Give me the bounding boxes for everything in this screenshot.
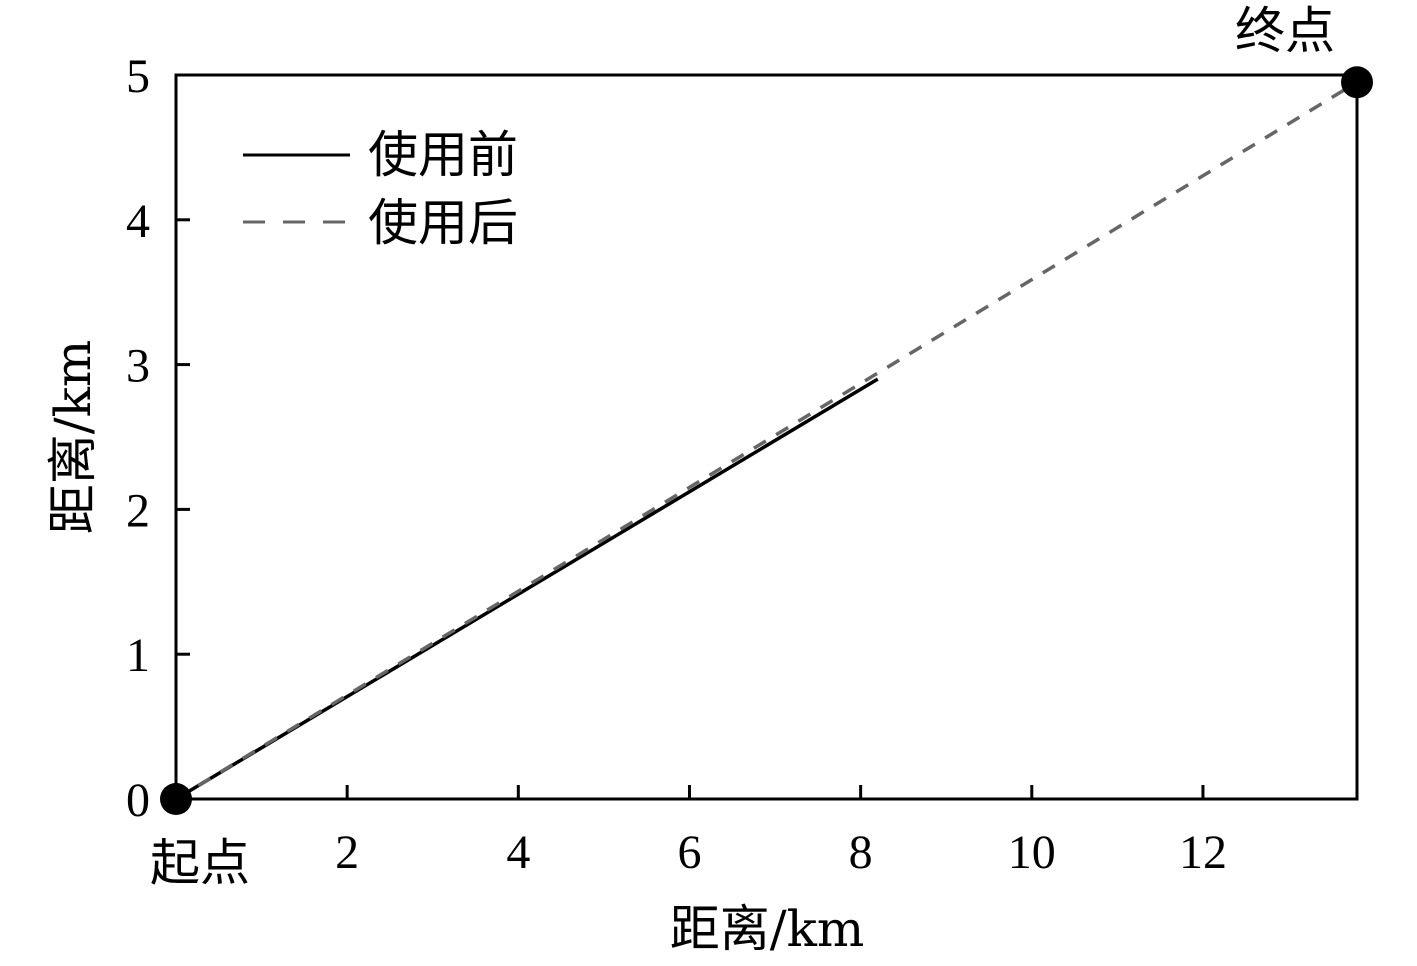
series-layer xyxy=(175,80,1358,801)
x-tick-label: 6 xyxy=(677,826,701,879)
y-tick-label: 3 xyxy=(126,340,150,393)
legend-label-after: 使用后 xyxy=(368,194,518,252)
y-tick-label: 4 xyxy=(126,195,150,248)
y-axis-ticks: 0 1 2 3 4 5 xyxy=(126,50,190,827)
x-tick-label: 10 xyxy=(1008,826,1056,879)
series-line-after xyxy=(175,80,1358,801)
legend-label-before: 使用前 xyxy=(368,126,518,184)
x-tick-label: 2 xyxy=(335,826,359,879)
y-tick-label: 0 xyxy=(126,774,150,827)
x-axis-ticks: 2 4 6 8 10 12 xyxy=(335,785,1227,879)
end-label: 终点 xyxy=(1235,2,1335,60)
marker-layer xyxy=(160,66,1373,815)
y-tick-label: 1 xyxy=(126,629,150,682)
end-point-marker xyxy=(1341,66,1373,99)
series-line-before xyxy=(175,377,879,801)
y-axis-title: 距离/km xyxy=(44,340,102,535)
legend: 使用前 使用后 xyxy=(243,126,518,252)
x-tick-label: 4 xyxy=(506,826,530,879)
y-tick-label: 2 xyxy=(126,484,150,537)
x-axis-title: 距离/km xyxy=(670,900,865,958)
x-tick-label: 12 xyxy=(1179,826,1227,879)
plot-frame xyxy=(174,73,1359,801)
start-point-marker xyxy=(160,783,192,815)
x-tick-label: 8 xyxy=(849,826,873,879)
start-label: 起点 xyxy=(150,834,250,892)
y-tick-label: 5 xyxy=(126,50,150,103)
